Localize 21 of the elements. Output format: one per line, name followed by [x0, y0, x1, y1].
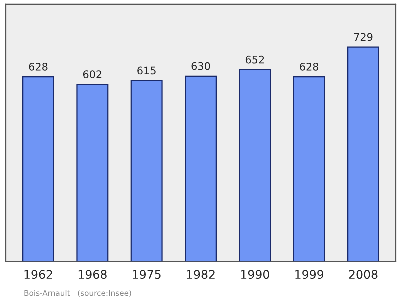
- data-label: 602: [83, 70, 102, 78]
- data-label: 615: [138, 66, 156, 75]
- x-tick-label: 2008: [349, 270, 378, 280]
- bar: [348, 46, 380, 262]
- data-label: 628: [300, 62, 319, 71]
- data-label: 729: [354, 33, 373, 42]
- bar: [293, 76, 326, 262]
- bar: [76, 84, 109, 262]
- bar: [22, 76, 54, 262]
- data-label: 652: [246, 56, 264, 64]
- x-tick-label: 1975: [133, 270, 161, 280]
- bar: [130, 80, 163, 262]
- x-tick-label: 1999: [296, 270, 324, 280]
- data-label: 630: [192, 62, 210, 70]
- bar: [185, 76, 217, 262]
- x-tick-label: 1968: [78, 270, 107, 280]
- data-label: 628: [29, 62, 48, 71]
- x-tick-label: 1982: [187, 270, 215, 280]
- bar: [239, 69, 272, 262]
- x-tick-label: 1962: [24, 270, 52, 280]
- x-tick-label: 1990: [241, 270, 270, 280]
